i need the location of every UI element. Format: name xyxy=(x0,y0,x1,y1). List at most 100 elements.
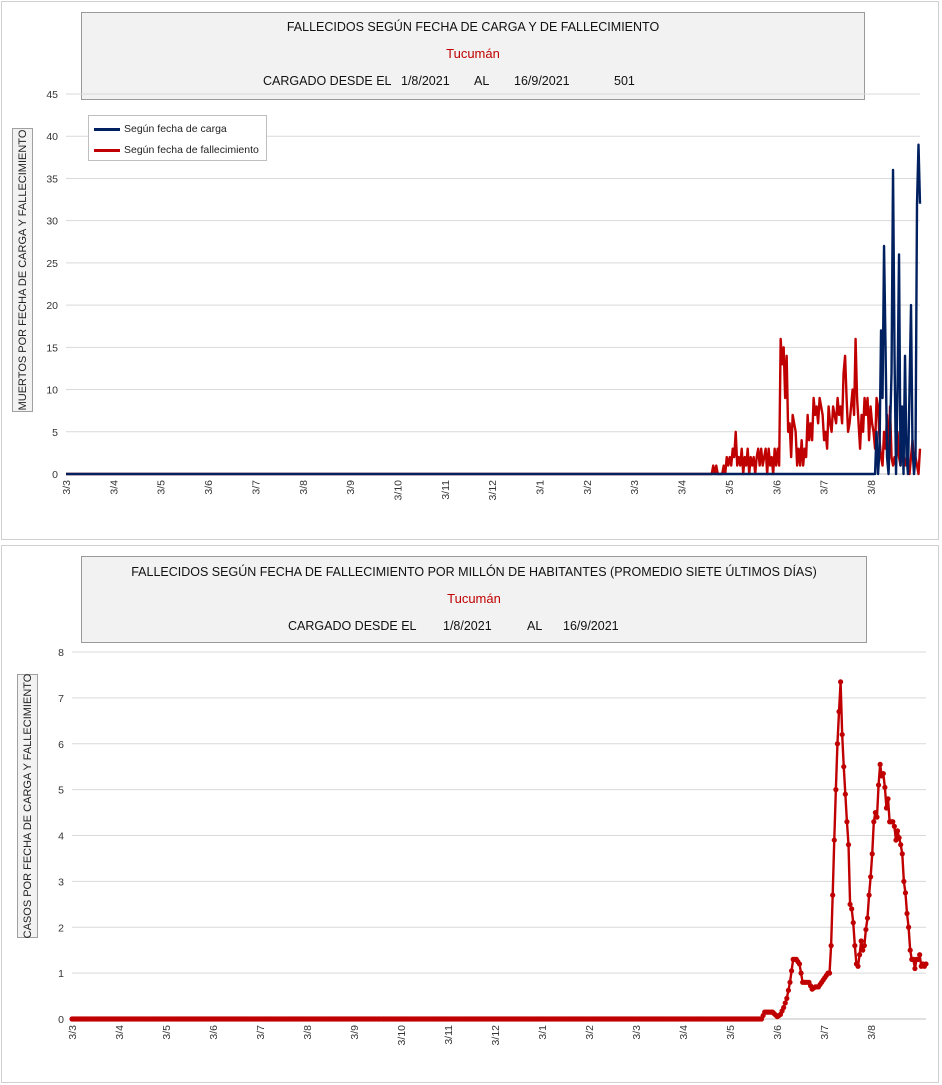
x-tick-label: 3/4 xyxy=(108,480,120,495)
chart1-total: 501 xyxy=(614,74,635,88)
chart2-date-to: 16/9/2021 xyxy=(563,619,619,633)
legend-item-carga: Según fecha de carga xyxy=(94,122,227,136)
chart1-date-from: 1/8/2021 xyxy=(401,74,450,88)
data-point xyxy=(836,709,842,715)
y-tick-label: 30 xyxy=(46,216,58,228)
data-point xyxy=(856,952,863,958)
y-tick-label: 7 xyxy=(58,693,64,705)
data-point xyxy=(896,835,902,841)
x-tick-label: 3/7 xyxy=(250,480,262,495)
data-point xyxy=(828,943,834,949)
chart1-plot: 0 5 10 15 20 25 30 35 40 45 3/3 3/4 3/5 3/6 3/7 3/8 3/9 3… xyxy=(46,89,922,501)
data-point xyxy=(855,963,861,969)
x-tick-label: 3/2 xyxy=(582,480,594,495)
data-point xyxy=(833,787,839,793)
data-point xyxy=(860,947,866,953)
data-point xyxy=(845,842,852,848)
x-tick-label: 3/5 xyxy=(156,480,168,495)
data-point xyxy=(917,952,923,958)
data-point xyxy=(902,890,909,896)
data-point xyxy=(796,961,803,967)
y-tick-label: 15 xyxy=(46,342,58,354)
y-tick-label: 0 xyxy=(58,1014,64,1026)
chart1-y-axis-label: MUERTOS POR FECHA DE CARGA Y FALLECIMIEN… xyxy=(12,128,33,412)
data-point xyxy=(784,995,790,1001)
x-tick-label: 3/10 xyxy=(392,480,404,501)
x-tick-label: 3/3 xyxy=(61,480,73,495)
data-point xyxy=(912,965,918,972)
data-point xyxy=(785,987,792,993)
chart1-legend: Según fecha de carga Según fecha de fall… xyxy=(88,115,267,161)
x-tick-label: 3/12 xyxy=(487,480,499,501)
legend-label-carga: Según fecha de carga xyxy=(124,123,227,135)
chart2-range-label: CARGADO DESDE EL xyxy=(288,619,417,633)
data-point xyxy=(871,819,877,825)
x-tick-label: 3/5 xyxy=(724,480,736,495)
data-point xyxy=(844,819,850,825)
data-point xyxy=(923,961,929,967)
x-tick-label: 3/1 xyxy=(537,1025,549,1040)
y-tick-label: 10 xyxy=(46,385,58,397)
x-tick-label: 3/5 xyxy=(725,1025,737,1040)
x-tick-label: 3/7 xyxy=(819,1025,831,1040)
data-point xyxy=(841,764,847,770)
x-tick-label: 3/8 xyxy=(866,480,878,495)
series-line-per-million xyxy=(72,680,927,1021)
legend-label-fallecimiento: Según fecha de fallecimiento xyxy=(124,144,259,156)
y-tick-label: 40 xyxy=(46,131,58,143)
chart1-date-to: 16/9/2021 xyxy=(514,74,570,88)
legend-swatch-carga xyxy=(94,127,120,131)
data-point xyxy=(839,731,845,738)
x-tick-label: 3/7 xyxy=(255,1025,267,1040)
data-point xyxy=(869,851,875,857)
x-tick-label: 3/12 xyxy=(490,1025,502,1046)
data-point xyxy=(880,770,886,777)
x-tick-label: 3/8 xyxy=(866,1025,878,1040)
data-point xyxy=(875,782,882,788)
y-tick-label: 25 xyxy=(46,258,58,270)
data-point xyxy=(831,837,837,843)
x-tick-label: 3/6 xyxy=(772,1025,784,1040)
data-point xyxy=(894,828,901,834)
legend-item-fallecimiento: Según fecha de fallecimiento xyxy=(94,143,259,157)
chart1-title-box: FALLECIDOS SEGÚN FECHA DE CARGA Y DE FAL… xyxy=(81,12,865,100)
data-point xyxy=(838,679,844,685)
x-tick-label: 3/9 xyxy=(349,1025,361,1040)
data-point xyxy=(868,874,874,880)
y-tick-label: 45 xyxy=(46,89,58,101)
data-point xyxy=(898,842,904,848)
x-tick-label: 3/11 xyxy=(440,480,452,500)
data-point xyxy=(899,851,905,857)
y-tick-label: 5 xyxy=(52,427,58,439)
data-point xyxy=(874,814,880,820)
x-tick-label: 3/9 xyxy=(345,480,357,495)
data-point xyxy=(787,979,793,985)
chart2-plot: 0 1 2 3 4 5 6 7 8 3/3 3/4 3/5 3/6 3/7 3/8 3/9 3/10 3/11 3/… xyxy=(58,647,929,1046)
x-tick-label: 3/3 xyxy=(67,1025,79,1040)
x-tick-label: 3/4 xyxy=(678,1025,690,1040)
x-tick-label: 3/2 xyxy=(584,1025,596,1040)
data-point xyxy=(907,947,913,953)
chart1-subtitle: Tucumán xyxy=(446,46,500,61)
x-tick-label: 3/4 xyxy=(114,1025,126,1040)
x-tick-label: 3/11 xyxy=(443,1025,455,1045)
data-point xyxy=(858,938,864,944)
data-point xyxy=(882,784,888,790)
y-tick-label: 5 xyxy=(58,785,64,797)
chart2-range-sep: AL xyxy=(527,619,543,633)
x-tick-label: 3/6 xyxy=(208,1025,220,1040)
chart2-y-axis-label: CASOS POR FECHA DE CARGA Y FALLECIMIENTO xyxy=(17,674,38,938)
data-point xyxy=(861,943,867,949)
data-point xyxy=(842,791,848,797)
data-point xyxy=(864,915,871,921)
x-tick-label: 3/1 xyxy=(535,480,547,495)
y-tick-label: 4 xyxy=(58,831,64,843)
y-tick-label: 6 xyxy=(58,739,64,751)
y-tick-label: 35 xyxy=(46,173,58,185)
y-tick-label: 8 xyxy=(58,647,64,659)
data-point xyxy=(904,910,910,917)
data-point xyxy=(850,920,856,926)
y-tick-label: 1 xyxy=(58,968,64,980)
data-point xyxy=(834,741,841,747)
data-point xyxy=(788,968,795,974)
